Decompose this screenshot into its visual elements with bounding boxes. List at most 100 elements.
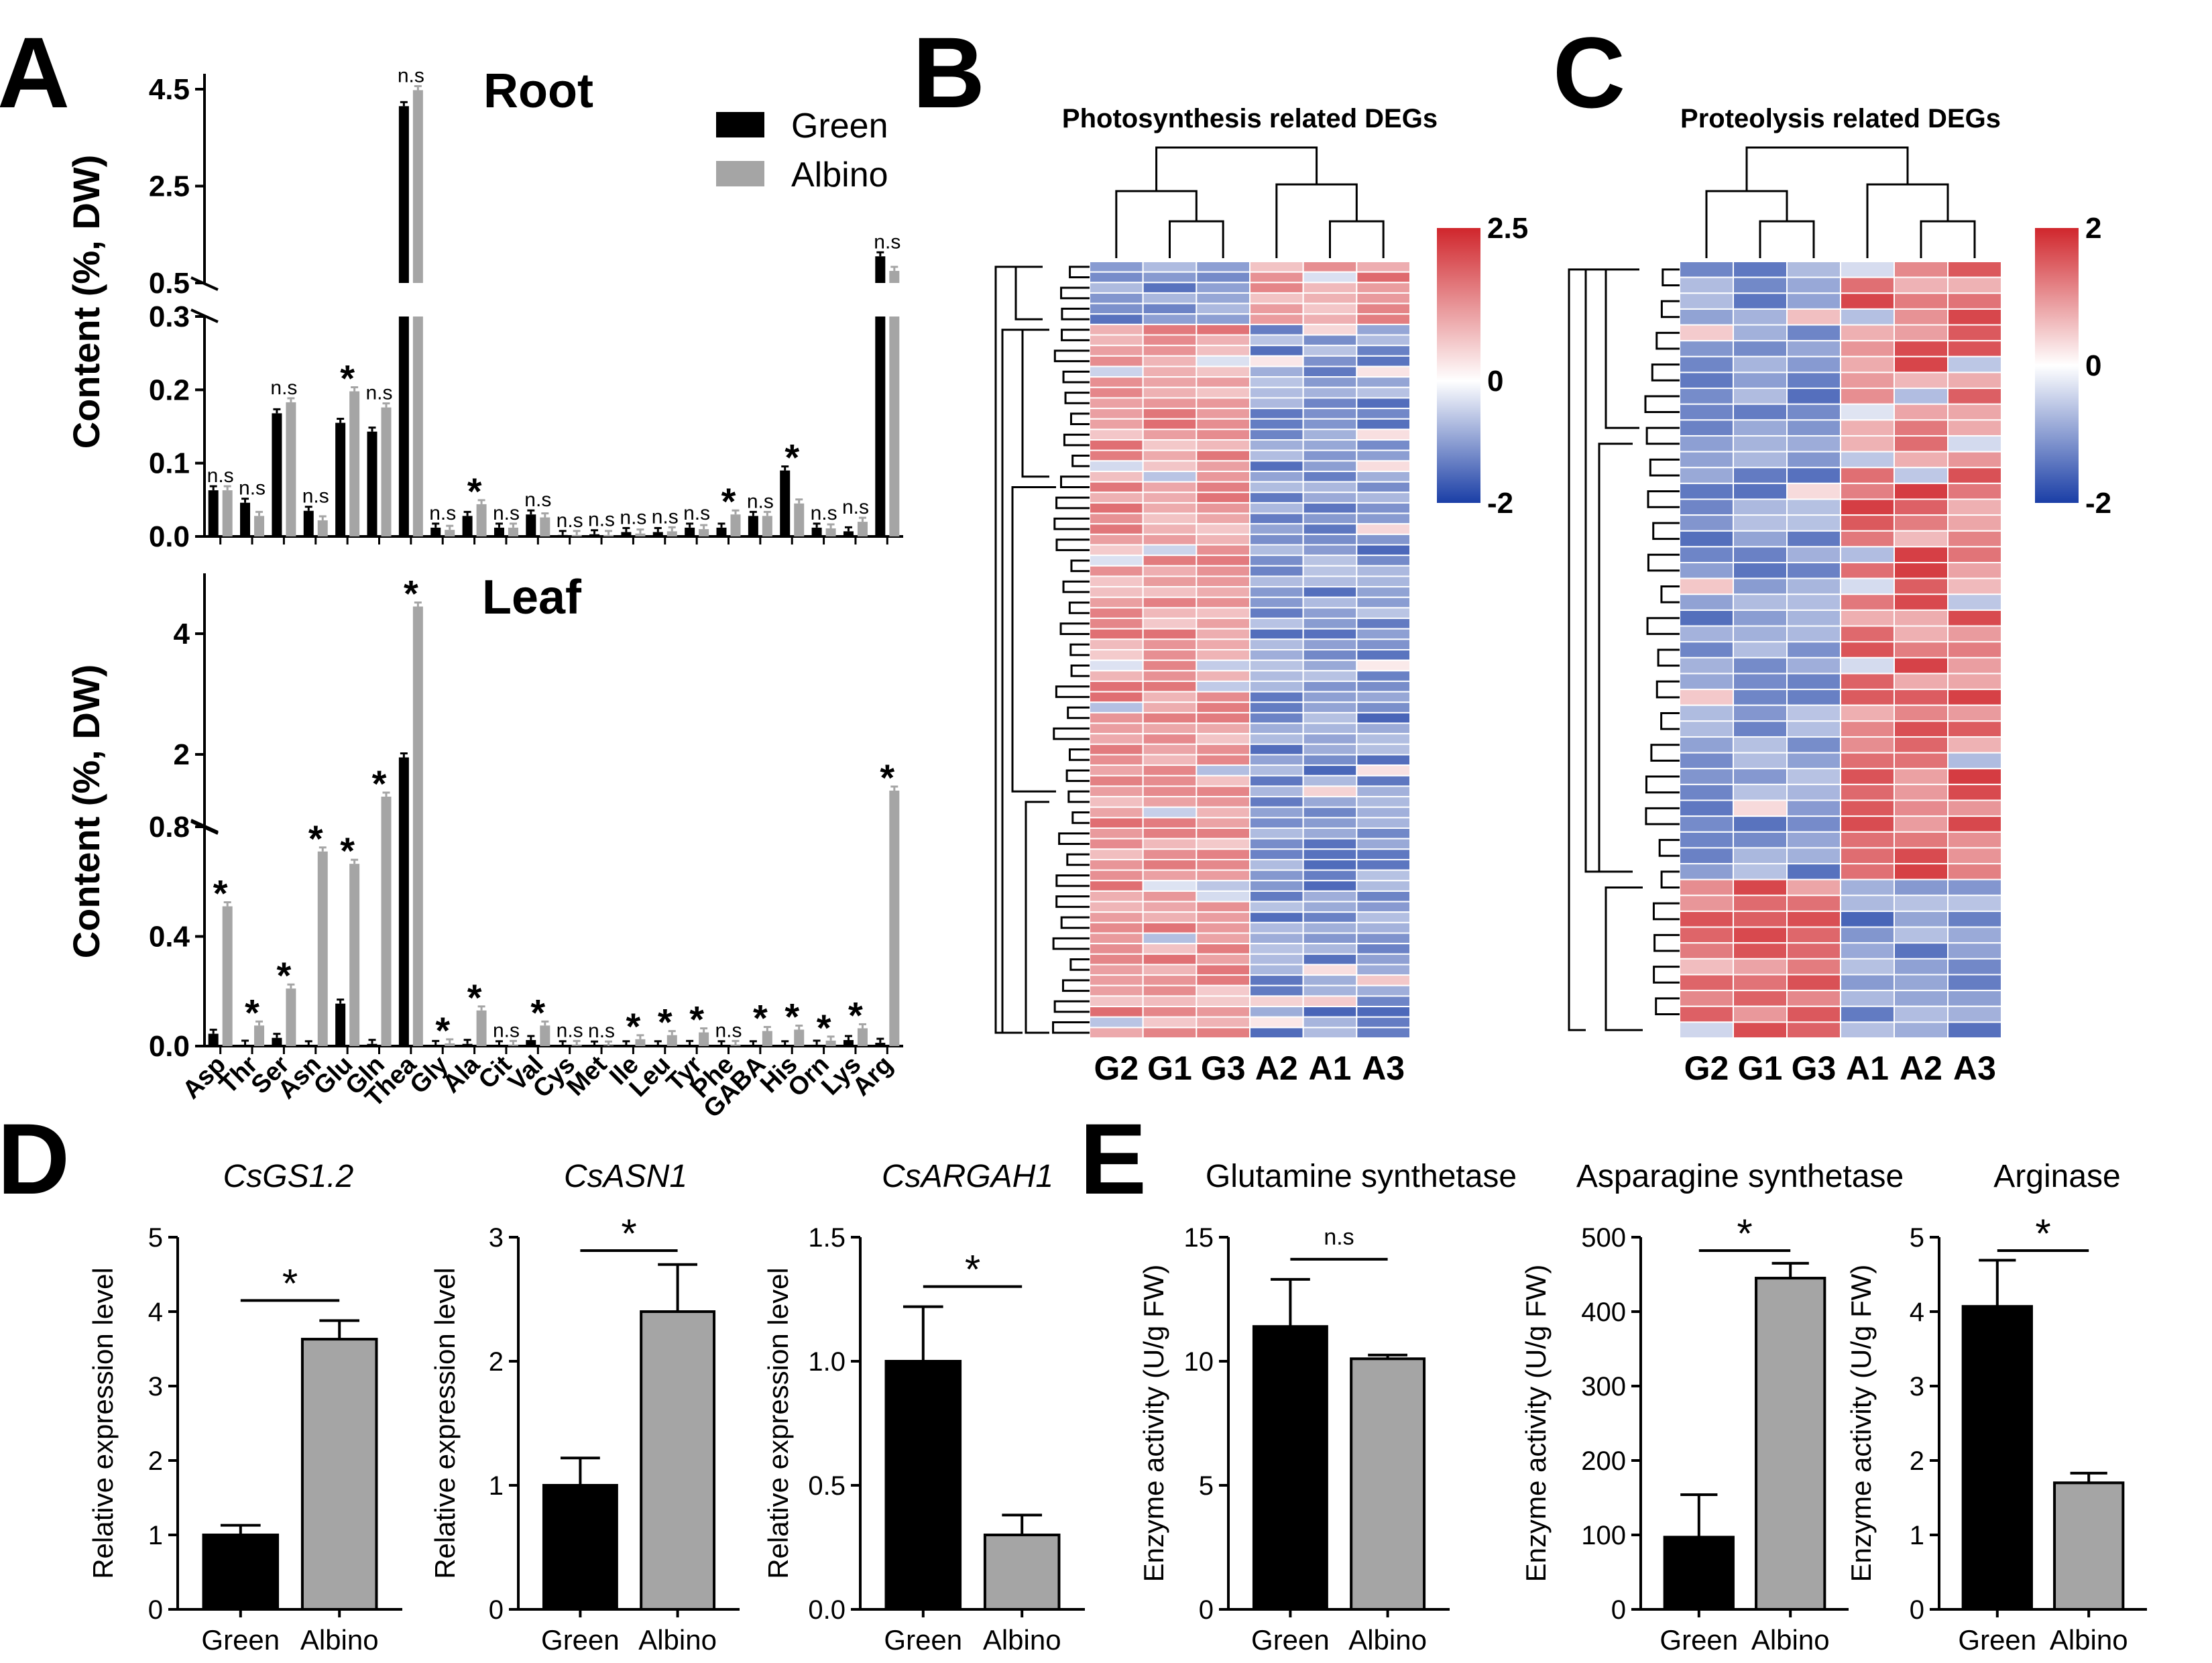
heatmap-cell	[1840, 324, 1895, 342]
heatmap-cell	[1089, 806, 1144, 819]
heatmap-cell	[1196, 670, 1251, 682]
heatmap-cell	[1840, 958, 1895, 976]
bar-green-ser	[272, 413, 282, 536]
heatmap-cell	[1733, 831, 1788, 849]
heatmap-cell	[1894, 958, 1948, 976]
y-tick-label: 3	[1910, 1372, 1924, 1401]
significance-label: n.s	[811, 502, 837, 524]
heatmap-cell	[1089, 722, 1144, 735]
heatmap-cell	[1786, 878, 1841, 897]
heatmap-cell	[1733, 863, 1788, 880]
bar-albino-gaba	[762, 516, 772, 536]
heatmap-cell	[1089, 428, 1144, 441]
heatmap-cell	[1840, 388, 1895, 405]
heatmap-cell	[1249, 512, 1304, 525]
heatmap-cell	[1356, 775, 1411, 787]
y-tick-label: 5	[1910, 1223, 1924, 1253]
heatmap-cell	[1786, 467, 1841, 484]
heatmap-cell	[1142, 544, 1198, 557]
bar-green-his	[780, 1045, 791, 1046]
heatmap-cell	[1089, 743, 1144, 756]
heatmap-cell	[1356, 313, 1411, 325]
significance-label: n.s	[398, 64, 424, 87]
significance-label: n.s	[874, 231, 900, 253]
heatmap-cell	[1679, 340, 1734, 357]
heatmap-cell	[1679, 577, 1734, 595]
heatmap-cell	[1894, 990, 1948, 1007]
bar-green-thea-upper	[398, 106, 409, 283]
heatmap-cell	[1733, 910, 1788, 928]
heatmap-cell	[1142, 481, 1198, 494]
heatmap-cell	[1356, 649, 1411, 661]
heatmap-cell	[1302, 261, 1358, 273]
heatmap-cell	[1947, 577, 2002, 595]
heatmap-cell	[1196, 995, 1251, 1008]
colorbar	[1437, 228, 1480, 503]
heatmap-cell	[1142, 292, 1198, 304]
significance-label: *	[340, 357, 355, 400]
heatmap-cell	[1786, 1005, 1841, 1023]
heatmap-cell	[1840, 720, 1895, 738]
heatmap-cell	[1947, 656, 2002, 675]
heatmap-cell	[1196, 953, 1251, 966]
heatmap-cell	[1196, 911, 1251, 923]
heatmap-cell	[1196, 271, 1251, 284]
heatmap-cell	[1249, 544, 1304, 557]
bar-albino-glu	[349, 391, 360, 536]
heatmap-cell	[1142, 932, 1198, 945]
heatmap-cell	[1196, 733, 1251, 745]
heatmap-cell	[1196, 492, 1251, 504]
heatmap-cell	[1840, 498, 1895, 516]
significance-label: *	[848, 994, 863, 1036]
significance-label: n.s	[842, 496, 869, 518]
heatmap-cell	[1894, 641, 1948, 658]
bar-albino-orn	[825, 1040, 836, 1046]
heatmap-cell	[1249, 533, 1304, 546]
bar-green-gaba	[748, 516, 758, 536]
heatmap-cell	[1894, 498, 1948, 516]
heatmap-cell	[1196, 680, 1251, 693]
heatmap-cell	[1142, 512, 1198, 525]
bar-green-tyr	[685, 527, 695, 536]
heatmap-cell	[1142, 302, 1198, 315]
heatmap-cell	[1894, 974, 1948, 992]
significance-label: n.s	[620, 506, 646, 528]
bar-albino-ser	[286, 988, 296, 1046]
heatmap-cell	[1249, 334, 1304, 347]
panel-a-root-chart: 0.00.10.20.30.52.54.5n.sn.sn.sn.s* n.sn.s…	[65, 64, 903, 553]
heatmap-cell	[1302, 858, 1358, 871]
heatmap-cell	[1947, 926, 2002, 944]
heatmap-cell	[1302, 659, 1358, 672]
heatmap-cell	[1356, 880, 1411, 892]
colorbar-tick-label: -2	[2085, 487, 2111, 520]
x-tick-label: Albino	[300, 1624, 379, 1656]
significance-label: n.s	[747, 490, 774, 512]
heatmap-cell	[1679, 498, 1734, 516]
heatmap-cell	[1089, 869, 1144, 882]
heatmap-cell	[1356, 848, 1411, 860]
heatmap-cell	[1840, 910, 1895, 928]
bar-green	[542, 1484, 618, 1611]
bar-green	[884, 1360, 962, 1611]
heatmap-cell	[1356, 628, 1411, 640]
heatmap-cell	[1142, 806, 1198, 819]
heatmap-cell	[1733, 1021, 1788, 1039]
heatmap-cell	[1733, 1005, 1788, 1023]
heatmap-cell	[1679, 752, 1734, 770]
heatmap-cell	[1249, 523, 1304, 535]
heatmap-cell	[1679, 720, 1734, 738]
y-tick-label: 0	[1611, 1595, 1626, 1625]
heatmap-cell	[1840, 355, 1895, 374]
row-dendrogram-leaves	[1644, 268, 1680, 1016]
heatmap-cell	[1196, 261, 1251, 273]
heatmap-cell	[1894, 768, 1948, 785]
significance-label: n.s	[683, 502, 710, 524]
panel-label-C: C	[1553, 16, 1625, 129]
heatmap-cell	[1679, 878, 1734, 897]
heatmap-cell	[1249, 775, 1304, 787]
bar-green	[1663, 1536, 1735, 1611]
heatmap-cell	[1356, 943, 1411, 955]
panel-e-arginase-chart: 0 1 2 3 4 5 Green Albino * Arginase Enzyme activit…	[1845, 1159, 2147, 1656]
heatmap-cell	[1947, 546, 2002, 564]
panel-label-E: E	[1080, 1102, 1147, 1215]
